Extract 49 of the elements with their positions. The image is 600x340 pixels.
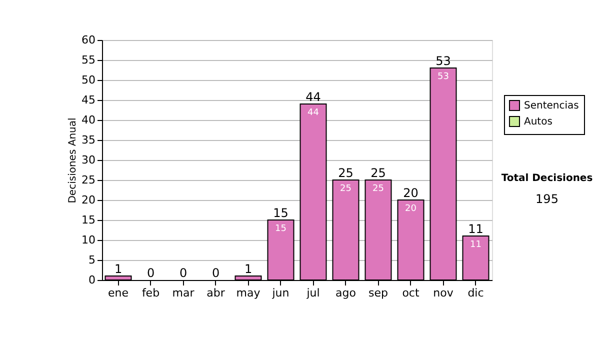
- y-axis-title: Decisiones Anual: [68, 118, 79, 204]
- total-label: 25: [338, 166, 354, 180]
- total-label: 44: [306, 90, 321, 104]
- x-tick-label: jun: [271, 286, 290, 300]
- data-label: 44: [308, 108, 320, 118]
- data-label: 25: [340, 184, 352, 194]
- legend-label: Sentencias: [524, 100, 579, 112]
- text: 195: [536, 192, 558, 206]
- y-tick-label: 30: [82, 154, 96, 166]
- total-label: 20: [403, 186, 418, 200]
- total-label: 0: [212, 266, 220, 280]
- total-label: 0: [179, 266, 188, 280]
- y-tick-label: 55: [82, 54, 96, 66]
- y-tick-label: 5: [88, 254, 96, 266]
- y-tick-label: 35: [82, 134, 96, 146]
- total-label: 15: [273, 206, 288, 220]
- y-tick-label: 20: [82, 194, 96, 206]
- total-label: 53: [436, 54, 451, 68]
- y-tick-label: 15: [82, 214, 96, 226]
- x-tick-label: jul: [306, 286, 320, 300]
- x-tick-label: mar: [172, 286, 195, 300]
- x-tick-label: ago: [336, 286, 356, 300]
- x-tick-label: feb: [142, 286, 160, 300]
- legend-label: Autos: [524, 116, 552, 128]
- data-label: 15: [275, 224, 286, 234]
- y-tick-label: 10: [82, 234, 96, 246]
- y-tick-label: 25: [82, 174, 96, 186]
- x-tick-label: abr: [206, 286, 226, 300]
- total-label: 1: [114, 262, 122, 276]
- y-tick-label: 0: [88, 274, 96, 286]
- x-tick-label: ene: [108, 286, 129, 300]
- x-tick-label: oct: [402, 286, 420, 300]
- x-tick-label: may: [236, 286, 261, 300]
- y-tick-label: 45: [82, 94, 96, 106]
- x-tick-label: sep: [368, 286, 388, 300]
- y-tick-label: 50: [82, 74, 96, 86]
- data-label: 25: [372, 184, 384, 194]
- total-label: 0: [146, 266, 155, 280]
- y-tick-label: 60: [82, 34, 96, 46]
- data-label: 20: [405, 204, 417, 214]
- data-label: 53: [438, 72, 449, 82]
- data-label: 11: [470, 240, 482, 250]
- text: Total Decisiones: [501, 173, 593, 184]
- total-label: 1: [244, 262, 252, 276]
- total-label: 25: [370, 166, 386, 180]
- x-tick-label: dic: [468, 286, 484, 300]
- x-tick-label: nov: [433, 286, 454, 300]
- y-tick-label: 40: [82, 114, 96, 126]
- total-label: 11: [468, 222, 484, 236]
